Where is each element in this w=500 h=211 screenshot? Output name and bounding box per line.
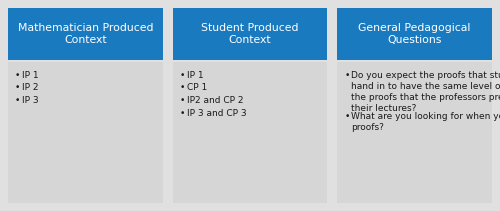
Text: Mathematician Produced
Context: Mathematician Produced Context — [18, 23, 153, 45]
Text: Student Produced
Context: Student Produced Context — [201, 23, 299, 45]
Text: •: • — [15, 84, 20, 92]
Text: •: • — [180, 71, 185, 80]
Text: •: • — [180, 108, 185, 118]
Bar — [338, 8, 492, 60]
Text: •: • — [180, 84, 185, 92]
Bar — [172, 8, 328, 60]
Text: •: • — [344, 112, 350, 121]
Text: IP 1: IP 1 — [186, 71, 204, 80]
Text: •: • — [344, 71, 350, 80]
Text: CP 1: CP 1 — [186, 84, 207, 92]
Text: •: • — [15, 96, 20, 105]
Bar — [8, 8, 162, 60]
Text: IP 3 and CP 3: IP 3 and CP 3 — [186, 108, 246, 118]
Text: Do you expect the proofs that students
hand in to have the same level of rigor a: Do you expect the proofs that students h… — [352, 71, 500, 113]
Text: •: • — [180, 96, 185, 105]
Text: IP 1: IP 1 — [22, 71, 38, 80]
Text: IP 2: IP 2 — [22, 84, 38, 92]
Text: General Pedagogical
Questions: General Pedagogical Questions — [358, 23, 471, 45]
Bar — [338, 62, 492, 203]
Text: •: • — [15, 71, 20, 80]
Text: What are you looking for when you read these
proofs?: What are you looking for when you read t… — [352, 112, 500, 132]
Bar — [172, 62, 328, 203]
Text: IP 3: IP 3 — [22, 96, 38, 105]
Bar — [8, 62, 162, 203]
Text: IP2 and CP 2: IP2 and CP 2 — [186, 96, 243, 105]
